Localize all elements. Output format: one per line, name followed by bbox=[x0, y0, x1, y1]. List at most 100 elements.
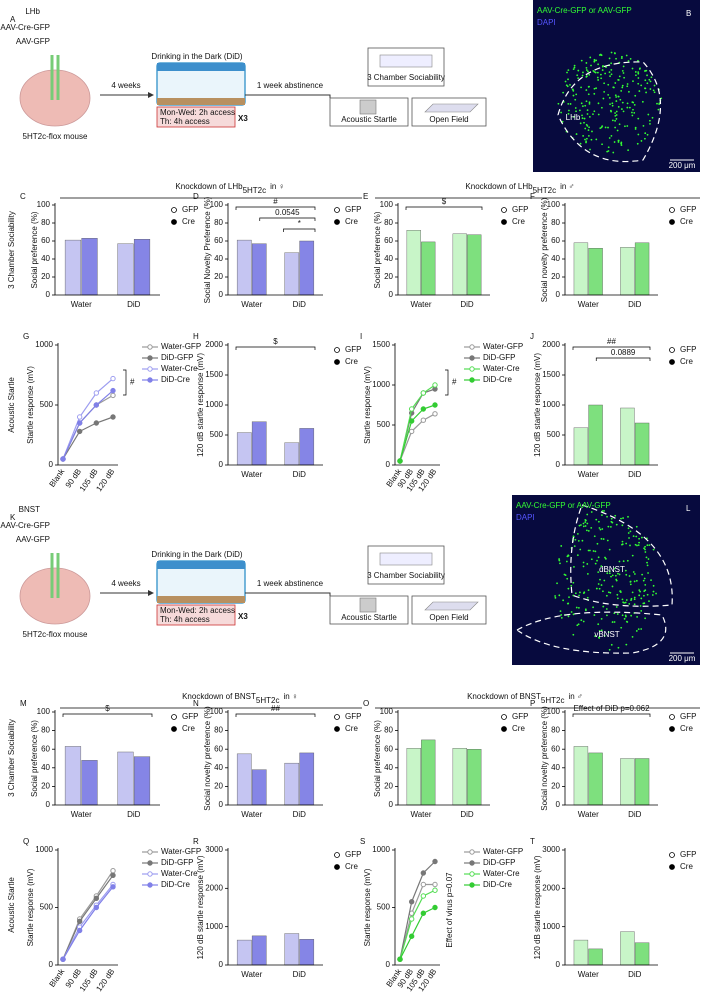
cell bbox=[631, 67, 634, 70]
legend-label: DiD-Cre bbox=[483, 880, 512, 889]
cell bbox=[641, 100, 644, 103]
cell bbox=[646, 133, 649, 136]
label: 5HT2c-flox mouse bbox=[23, 132, 88, 141]
header-text: Knockdown of BNST bbox=[182, 692, 256, 701]
cell bbox=[614, 514, 617, 517]
y-tick-label: 1000 bbox=[542, 922, 560, 931]
bar bbox=[299, 752, 315, 806]
cell bbox=[626, 125, 629, 127]
x-tick-label: DiD bbox=[628, 810, 642, 819]
cell bbox=[636, 142, 639, 145]
cell bbox=[577, 77, 580, 79]
cell bbox=[644, 548, 646, 551]
sig-bracket bbox=[235, 346, 316, 350]
cell bbox=[627, 532, 630, 534]
cell bbox=[637, 628, 640, 631]
cell bbox=[621, 543, 624, 546]
cell bbox=[560, 616, 563, 619]
cell bbox=[603, 509, 605, 512]
cell bbox=[617, 95, 620, 98]
bar bbox=[284, 762, 300, 806]
cell bbox=[587, 93, 590, 96]
series-line bbox=[62, 886, 114, 960]
legend-marker bbox=[334, 726, 340, 732]
cell bbox=[626, 83, 629, 85]
cell bbox=[603, 82, 606, 85]
cell bbox=[634, 543, 637, 546]
y-tick-label: 1000 bbox=[372, 380, 390, 389]
annotation: $ bbox=[442, 197, 447, 206]
cell bbox=[592, 113, 594, 116]
cell bbox=[628, 90, 630, 93]
legend-marker bbox=[669, 359, 675, 365]
legend-marker bbox=[501, 726, 507, 732]
cell bbox=[618, 123, 621, 126]
bar bbox=[81, 760, 98, 806]
cell bbox=[652, 89, 655, 92]
cell bbox=[621, 101, 624, 104]
cell bbox=[637, 544, 640, 547]
open-field bbox=[424, 601, 479, 611]
cell bbox=[584, 519, 587, 521]
x-tick-label: DiD bbox=[293, 470, 307, 479]
cell bbox=[638, 90, 641, 92]
cell bbox=[613, 52, 616, 54]
y-axis-label: 120 dB startle response (mV) bbox=[533, 353, 542, 457]
bar bbox=[620, 758, 635, 806]
bar bbox=[573, 939, 589, 966]
cell bbox=[597, 520, 600, 523]
label: 200 μm bbox=[669, 161, 696, 170]
y-tick-label: 0 bbox=[556, 460, 561, 469]
cell bbox=[581, 114, 583, 117]
point bbox=[110, 392, 116, 399]
y-tick-label: 2000 bbox=[542, 883, 560, 892]
point bbox=[93, 402, 100, 408]
cell bbox=[585, 62, 588, 64]
y-tick-label: 100 bbox=[37, 200, 51, 209]
cell bbox=[641, 536, 643, 539]
cell bbox=[647, 558, 650, 560]
brain bbox=[19, 69, 91, 127]
y-tick-label: 100 bbox=[547, 200, 561, 209]
bar bbox=[634, 942, 650, 966]
cell bbox=[640, 628, 643, 630]
legend-label: Cre bbox=[182, 217, 195, 226]
cell bbox=[587, 530, 590, 532]
cell bbox=[602, 538, 605, 540]
cell bbox=[584, 127, 587, 130]
x-tick-label: Water bbox=[241, 300, 262, 309]
x-tick-label: Water bbox=[241, 810, 262, 819]
cell bbox=[568, 109, 570, 112]
legend-label: GFP bbox=[680, 850, 696, 859]
cell bbox=[623, 617, 626, 620]
y-tick-label: 60 bbox=[551, 744, 560, 753]
cell bbox=[643, 594, 645, 597]
region-outline bbox=[557, 61, 661, 163]
cell bbox=[577, 623, 580, 626]
legend-label: Cre bbox=[182, 724, 195, 733]
cell bbox=[596, 71, 599, 74]
cell bbox=[610, 575, 612, 578]
cell bbox=[620, 141, 623, 144]
annotation: # bbox=[130, 378, 135, 387]
chamber bbox=[379, 54, 433, 68]
cell bbox=[615, 579, 618, 582]
annotation: ## bbox=[607, 337, 616, 346]
cell bbox=[583, 121, 585, 124]
cell bbox=[621, 55, 623, 58]
arrow bbox=[245, 94, 331, 98]
legend-label: Water-Cre bbox=[161, 869, 198, 878]
cell bbox=[590, 558, 593, 561]
label: dBNST bbox=[599, 565, 625, 574]
cell bbox=[582, 522, 585, 525]
cell bbox=[579, 142, 582, 145]
cell bbox=[593, 614, 596, 616]
legend-marker bbox=[501, 219, 507, 225]
cell bbox=[604, 72, 607, 75]
legend-marker bbox=[669, 726, 675, 732]
cell bbox=[649, 80, 652, 83]
cell bbox=[616, 613, 619, 615]
cell bbox=[652, 590, 655, 593]
cell bbox=[610, 134, 613, 137]
cell bbox=[625, 620, 628, 623]
